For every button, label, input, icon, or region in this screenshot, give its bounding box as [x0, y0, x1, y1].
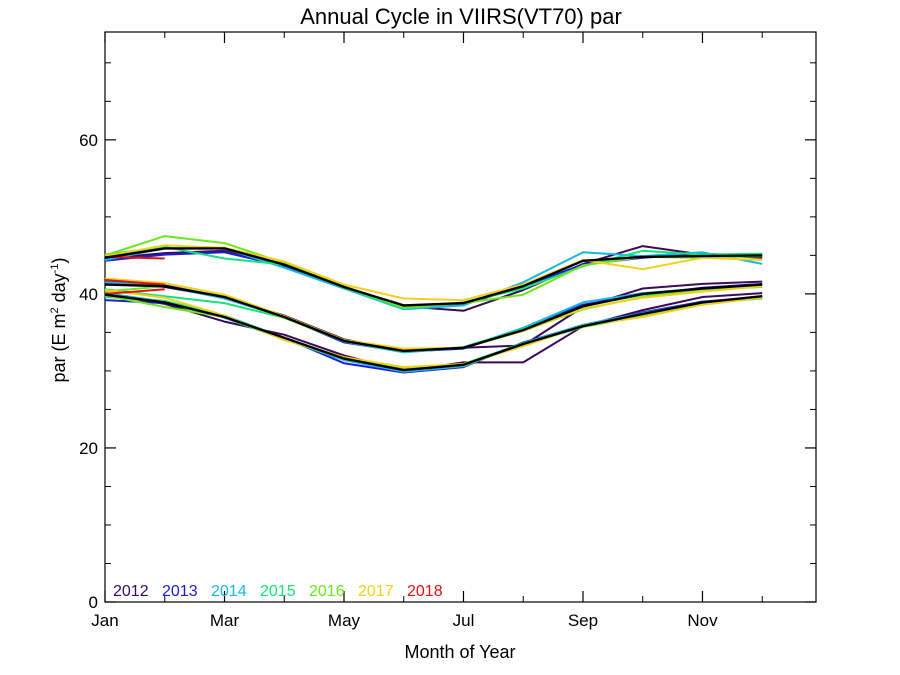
series-lines: [104, 235, 763, 374]
x-tick-label: Sep: [568, 611, 598, 630]
chart-title: Annual Cycle in VIIRS(VT70) par: [300, 4, 622, 29]
plot-frame: [104, 31, 817, 603]
y-axis-label-end: ): [49, 258, 69, 264]
y-axis-label: par (E m2 day-1): [49, 258, 69, 383]
legend-item-2016: 2016: [309, 583, 345, 600]
legend-item-2017: 2017: [358, 583, 394, 600]
x-tick-label: Mar: [210, 611, 240, 630]
series-line-2013-upper: [104, 251, 763, 307]
y-axis-label-base: par (E m: [49, 313, 69, 382]
y-axis-label-sup1: 2: [49, 307, 61, 313]
legend-item-2013: 2013: [162, 583, 198, 600]
axis-ticks: [104, 32, 816, 603]
series-line-2015-lower-max: [104, 286, 763, 353]
legend-item-2018: 2018: [407, 583, 443, 600]
axis-tick-labels: 0 20 40 60 Jan Mar May Jul Sep Nov: [79, 131, 718, 630]
legend: 2012 2013 2014 2015 2016 2017 2018: [113, 583, 443, 600]
y-tick-label: 20: [79, 439, 98, 458]
series-line-mean-lower-max: [104, 283, 763, 353]
legend-item-2014: 2014: [211, 583, 247, 600]
series-line-2012-upper: [104, 245, 763, 312]
legend-item-2015: 2015: [260, 583, 296, 600]
series-line-2018-lower-min: [104, 288, 165, 295]
x-axis-label: Month of Year: [404, 642, 515, 662]
x-tick-label: Jul: [453, 611, 475, 630]
legend-item-2012: 2012: [113, 583, 149, 600]
y-axis-label-sup2: -1: [49, 264, 61, 274]
series-line-mean-upper: [104, 247, 763, 307]
y-tick-label: 40: [79, 285, 98, 304]
series-line-mean-lower-min: [104, 293, 763, 372]
x-tick-label: Nov: [687, 611, 718, 630]
plot-area-border: [104, 31, 817, 603]
x-tick-label: May: [328, 611, 361, 630]
series-line-2017-lower-min: [104, 289, 763, 369]
y-tick-label: 60: [79, 131, 98, 150]
y-tick-label: 0: [89, 593, 98, 612]
series-line-2018-lower-max: [104, 279, 165, 286]
x-tick-label: Jan: [91, 611, 118, 630]
y-axis-label-mid: day: [49, 273, 69, 307]
